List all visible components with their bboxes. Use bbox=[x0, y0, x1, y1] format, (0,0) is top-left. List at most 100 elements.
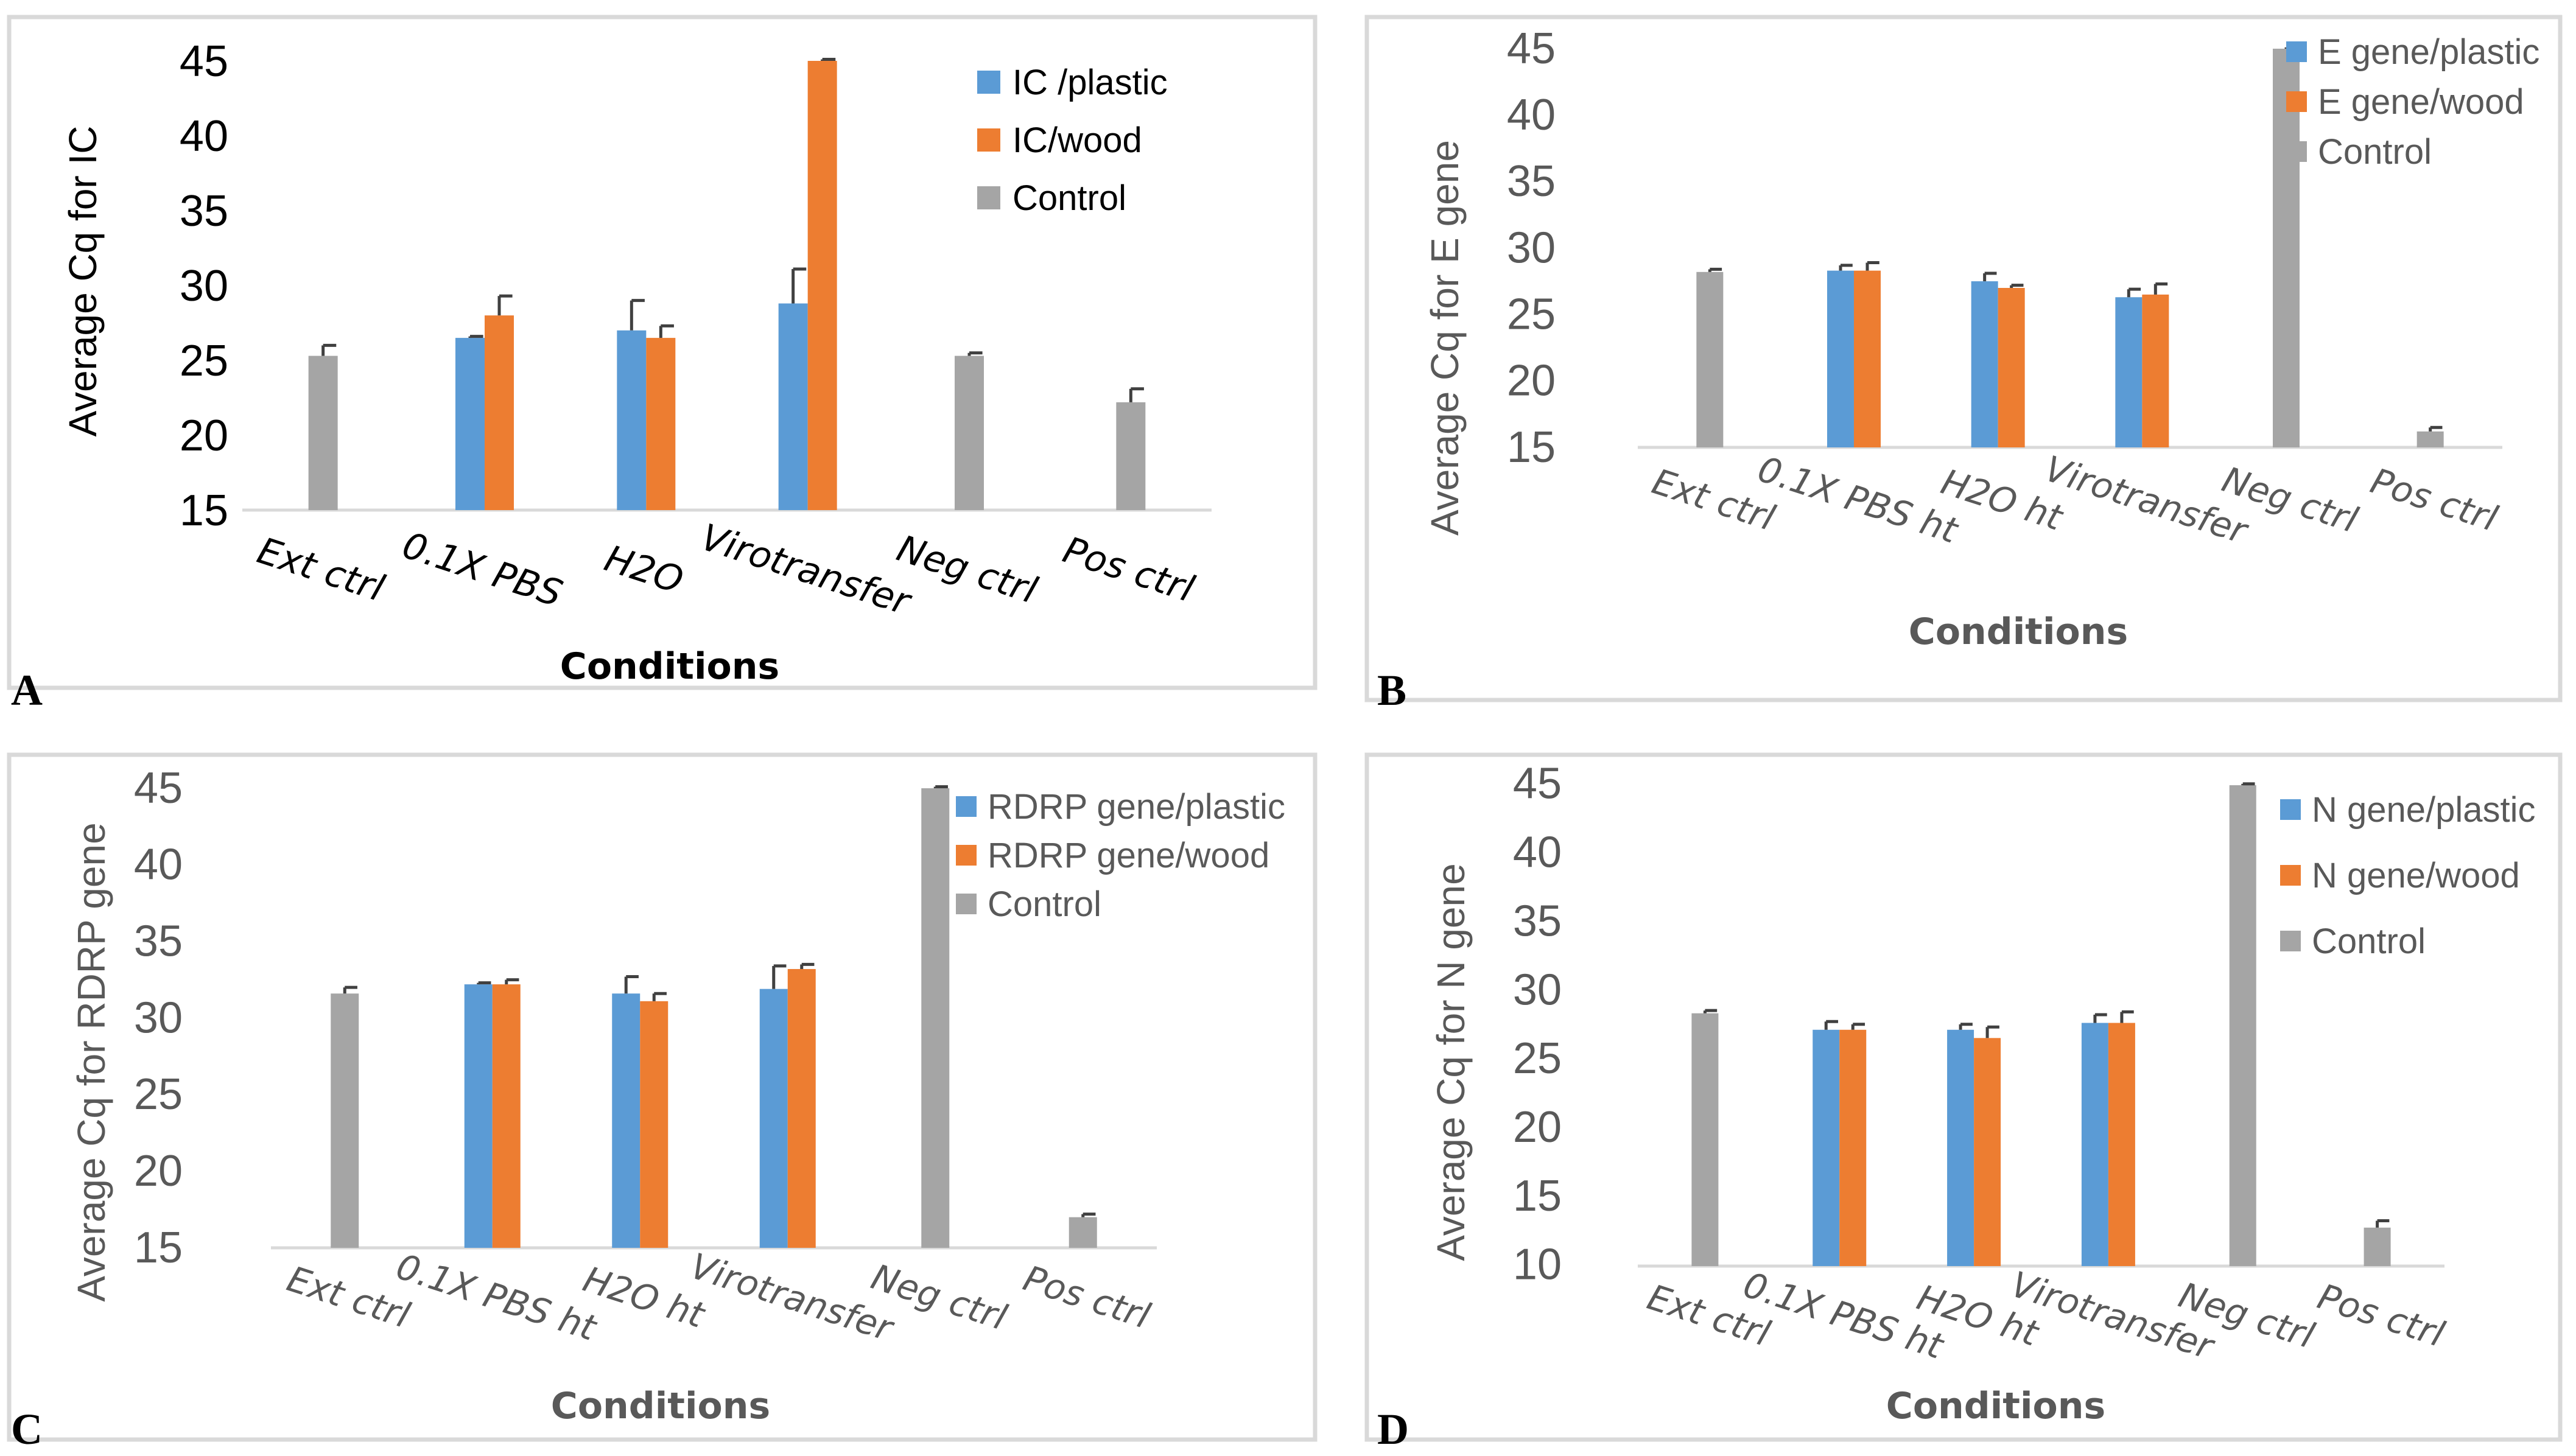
bar-rdrp-gene-plastic-3 bbox=[759, 989, 788, 1248]
bar-control-5 bbox=[1069, 1217, 1097, 1248]
y-tick-label: 20 bbox=[1513, 1103, 1562, 1152]
y-tick-label: 40 bbox=[1507, 91, 1556, 139]
legend-label: Control bbox=[2318, 132, 2432, 172]
bar-ic-wood-1 bbox=[485, 315, 514, 510]
y-tick-label: 30 bbox=[1513, 965, 1562, 1014]
bar-control-5 bbox=[2364, 1227, 2391, 1266]
bar-n-gene-plastic-3 bbox=[2081, 1023, 2108, 1266]
x-axis-label: Conditions bbox=[1909, 611, 2128, 653]
x-axis-label: Conditions bbox=[1886, 1385, 2105, 1427]
legend-label: E gene/wood bbox=[2318, 82, 2524, 122]
y-tick-label: 35 bbox=[1507, 157, 1556, 206]
legend-swatch bbox=[977, 128, 1000, 152]
bar-control-4 bbox=[921, 788, 950, 1248]
bar-rdrp-gene-wood-2 bbox=[640, 1001, 669, 1248]
bar-n-gene-plastic-2 bbox=[1947, 1029, 1974, 1266]
bar-control-0 bbox=[1691, 1013, 1719, 1266]
y-tick-label: 30 bbox=[180, 262, 228, 310]
bar-n-gene-plastic-1 bbox=[1813, 1029, 1840, 1266]
y-tick-label: 35 bbox=[1513, 897, 1562, 945]
legend-label: Control bbox=[2312, 922, 2426, 961]
bar-control-4 bbox=[2229, 785, 2256, 1266]
bar-ic-wood-3 bbox=[807, 61, 837, 510]
panel-letter: B bbox=[1377, 666, 1406, 715]
y-tick-label: 15 bbox=[1507, 423, 1556, 472]
legend-swatch bbox=[2286, 91, 2307, 112]
y-axis-label: Average Cq for IC bbox=[61, 125, 105, 436]
panel-letter: C bbox=[11, 1405, 43, 1454]
panel-frame bbox=[1364, 15, 2563, 702]
bar-n-gene-wood-1 bbox=[1839, 1029, 1867, 1266]
legend-label: RDRP gene/plastic bbox=[988, 787, 1285, 827]
bar-ic-plastic-3 bbox=[778, 303, 808, 510]
bar-control-0 bbox=[308, 355, 338, 510]
y-tick-label: 25 bbox=[180, 337, 228, 385]
y-tick-label: 15 bbox=[134, 1223, 183, 1272]
y-tick-label: 25 bbox=[1513, 1034, 1562, 1083]
legend-label: N gene/wood bbox=[2312, 856, 2520, 895]
legend-label: Control bbox=[988, 884, 1101, 924]
y-tick-label: 45 bbox=[180, 37, 228, 86]
y-tick-label: 40 bbox=[1513, 828, 1562, 877]
bar-rdrp-gene-plastic-2 bbox=[612, 993, 640, 1248]
y-tick-label: 45 bbox=[134, 764, 183, 813]
legend-swatch bbox=[2280, 931, 2301, 951]
y-tick-label: 20 bbox=[134, 1147, 183, 1195]
bar-rdrp-gene-wood-3 bbox=[787, 968, 816, 1248]
legend-label: Control bbox=[1013, 178, 1126, 218]
bar-n-gene-wood-2 bbox=[1974, 1038, 2001, 1266]
panel-letter: D bbox=[1377, 1405, 1409, 1454]
legend-label: RDRP gene/wood bbox=[988, 836, 1269, 875]
x-axis-label: Conditions bbox=[560, 645, 779, 688]
y-tick-label: 30 bbox=[1507, 223, 1556, 272]
y-tick-label: 25 bbox=[134, 1070, 183, 1119]
legend-label: IC /plastic bbox=[1013, 63, 1168, 102]
bar-control-0 bbox=[331, 993, 359, 1248]
y-tick-label: 40 bbox=[180, 112, 228, 161]
bar-control-0 bbox=[1696, 271, 1724, 447]
legend-swatch bbox=[2286, 41, 2307, 62]
bar-rdrp-gene-wood-1 bbox=[492, 984, 521, 1248]
y-axis-label: Average Cq for RDRP gene bbox=[69, 822, 113, 1301]
bar-ic-plastic-1 bbox=[455, 338, 485, 510]
legend-swatch bbox=[2286, 141, 2307, 162]
y-tick-label: 25 bbox=[1507, 290, 1556, 338]
legend-swatch bbox=[977, 186, 1000, 209]
y-tick-label: 10 bbox=[1513, 1241, 1562, 1289]
bar-ic-wood-2 bbox=[646, 338, 676, 510]
legend-swatch bbox=[2280, 799, 2301, 820]
legend-swatch bbox=[2280, 865, 2301, 886]
bar-e-gene-wood-3 bbox=[2142, 294, 2169, 447]
legend-label: N gene/plastic bbox=[2312, 790, 2536, 830]
bar-e-gene-plastic-3 bbox=[2115, 297, 2143, 447]
bar-e-gene-plastic-2 bbox=[1971, 281, 1998, 447]
y-tick-label: 40 bbox=[134, 841, 183, 889]
bar-e-gene-wood-1 bbox=[1854, 270, 1881, 447]
y-tick-label: 35 bbox=[180, 187, 228, 236]
x-axis-label: Conditions bbox=[551, 1385, 770, 1427]
bar-e-gene-plastic-1 bbox=[1827, 270, 1854, 447]
y-tick-label: 35 bbox=[134, 917, 183, 965]
y-tick-label: 45 bbox=[1507, 24, 1556, 73]
panel-letter: A bbox=[11, 666, 43, 715]
bar-control-4 bbox=[955, 355, 984, 510]
y-tick-label: 15 bbox=[180, 486, 228, 535]
bar-n-gene-wood-3 bbox=[2108, 1023, 2135, 1266]
legend-swatch bbox=[956, 796, 977, 817]
legend-label: IC/wood bbox=[1013, 121, 1142, 160]
legend-swatch bbox=[956, 845, 977, 866]
bar-control-5 bbox=[2416, 431, 2444, 447]
legend-label: E gene/plastic bbox=[2318, 32, 2539, 72]
bar-ic-plastic-2 bbox=[617, 330, 647, 510]
y-tick-label: 15 bbox=[1513, 1172, 1562, 1220]
y-tick-label: 20 bbox=[180, 411, 228, 460]
y-axis-label: Average Cq for N gene bbox=[1429, 863, 1473, 1261]
bar-rdrp-gene-plastic-1 bbox=[464, 984, 493, 1248]
legend-swatch bbox=[977, 71, 1000, 94]
legend-swatch bbox=[956, 894, 977, 914]
y-tick-label: 30 bbox=[134, 993, 183, 1042]
